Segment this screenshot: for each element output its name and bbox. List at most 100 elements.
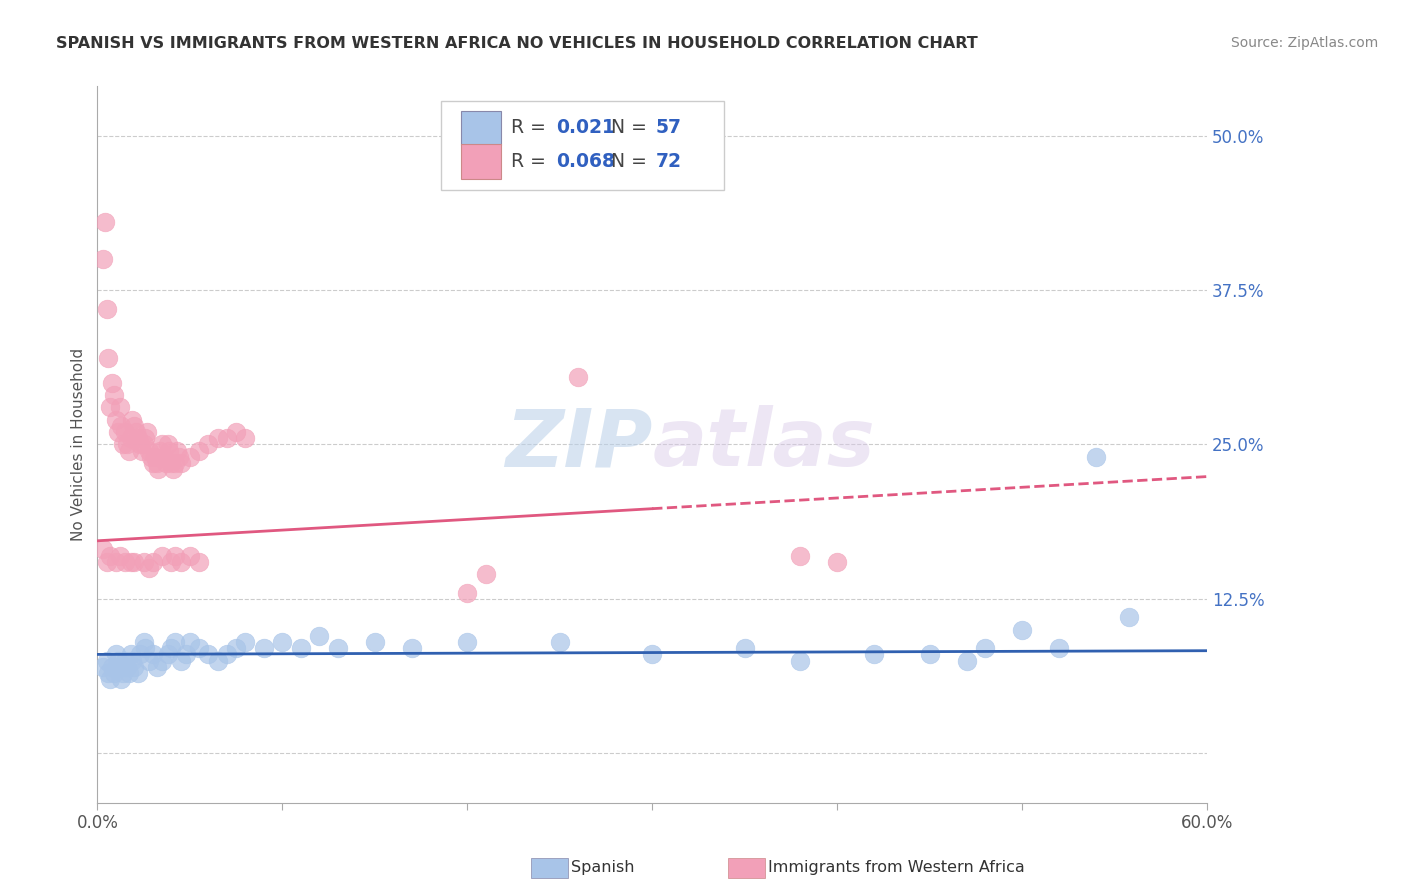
Point [253,641,276,656]
Point [548,635,571,649]
Point [789,654,811,668]
Point [114,555,136,569]
FancyBboxPatch shape [441,101,724,190]
Point [169,654,191,668]
Point [115,659,138,673]
Point [96,654,118,668]
Point [145,456,167,470]
Point [150,549,173,563]
Point [124,419,146,434]
Point [142,456,165,470]
Point [128,648,150,662]
Point [104,413,127,427]
Text: 57: 57 [655,119,682,137]
Point [121,654,143,668]
Point [97,351,120,365]
Point [456,635,478,649]
Point [136,425,159,439]
Point [567,369,589,384]
Text: atlas: atlas [652,406,875,483]
Point [233,431,256,445]
Point [104,555,127,569]
Point [103,665,125,680]
Point [474,567,496,582]
Point [207,431,229,445]
Point [143,450,166,464]
Point [148,462,170,476]
Point [98,549,121,563]
Point [114,654,136,668]
Point [825,555,848,569]
Point [1047,641,1070,656]
Point [163,635,186,649]
Point [169,456,191,470]
Point [121,413,143,427]
Text: 72: 72 [655,152,682,171]
Point [197,437,219,451]
Point [107,654,129,668]
Text: SPANISH VS IMMIGRANTS FROM WESTERN AFRICA NO VEHICLES IN HOUSEHOLD CORRELATION C: SPANISH VS IMMIGRANTS FROM WESTERN AFRIC… [56,36,979,51]
Point [197,648,219,662]
Point [97,665,120,680]
FancyBboxPatch shape [461,145,502,178]
Point [155,456,177,470]
Point [131,443,153,458]
Point [1118,610,1140,624]
Point [91,542,114,557]
Point [128,437,150,451]
Point [108,401,131,415]
Point [138,561,160,575]
Point [401,641,423,656]
Point [166,443,188,458]
Point [290,641,312,656]
Point [125,425,148,439]
Point [163,549,186,563]
Text: Immigrants from Western Africa: Immigrants from Western Africa [768,860,1025,874]
Point [134,641,156,656]
Point [134,431,156,445]
Point [955,654,977,668]
Point [118,665,141,680]
Point [156,648,179,662]
Text: R =: R = [512,152,553,171]
Point [179,549,201,563]
Point [789,549,811,563]
Text: 0.021: 0.021 [555,119,614,137]
Point [110,419,132,434]
Point [169,555,191,569]
Point [163,456,186,470]
Point [207,654,229,668]
Text: N =: N = [612,119,652,137]
Point [142,648,165,662]
Point [308,629,330,643]
Point [150,437,173,451]
Point [153,450,176,464]
Point [188,641,211,656]
Point [103,388,125,402]
Point [225,425,247,439]
Text: Source: ZipAtlas.com: Source: ZipAtlas.com [1230,36,1378,50]
Point [104,648,127,662]
Point [108,549,131,563]
Point [120,648,142,662]
Point [271,635,294,649]
Point [179,450,201,464]
Point [91,252,114,267]
Point [326,641,349,656]
Point [233,635,256,649]
Point [149,443,172,458]
Point [127,665,149,680]
Point [188,555,211,569]
Point [110,672,132,686]
Point [114,425,136,439]
Point [156,437,179,451]
Point [1085,450,1108,464]
Point [174,648,197,662]
Point [112,437,135,451]
Point [150,654,173,668]
Point [132,437,155,451]
Point [98,401,121,415]
Point [101,376,124,390]
Point [132,635,155,649]
Point [225,641,247,656]
